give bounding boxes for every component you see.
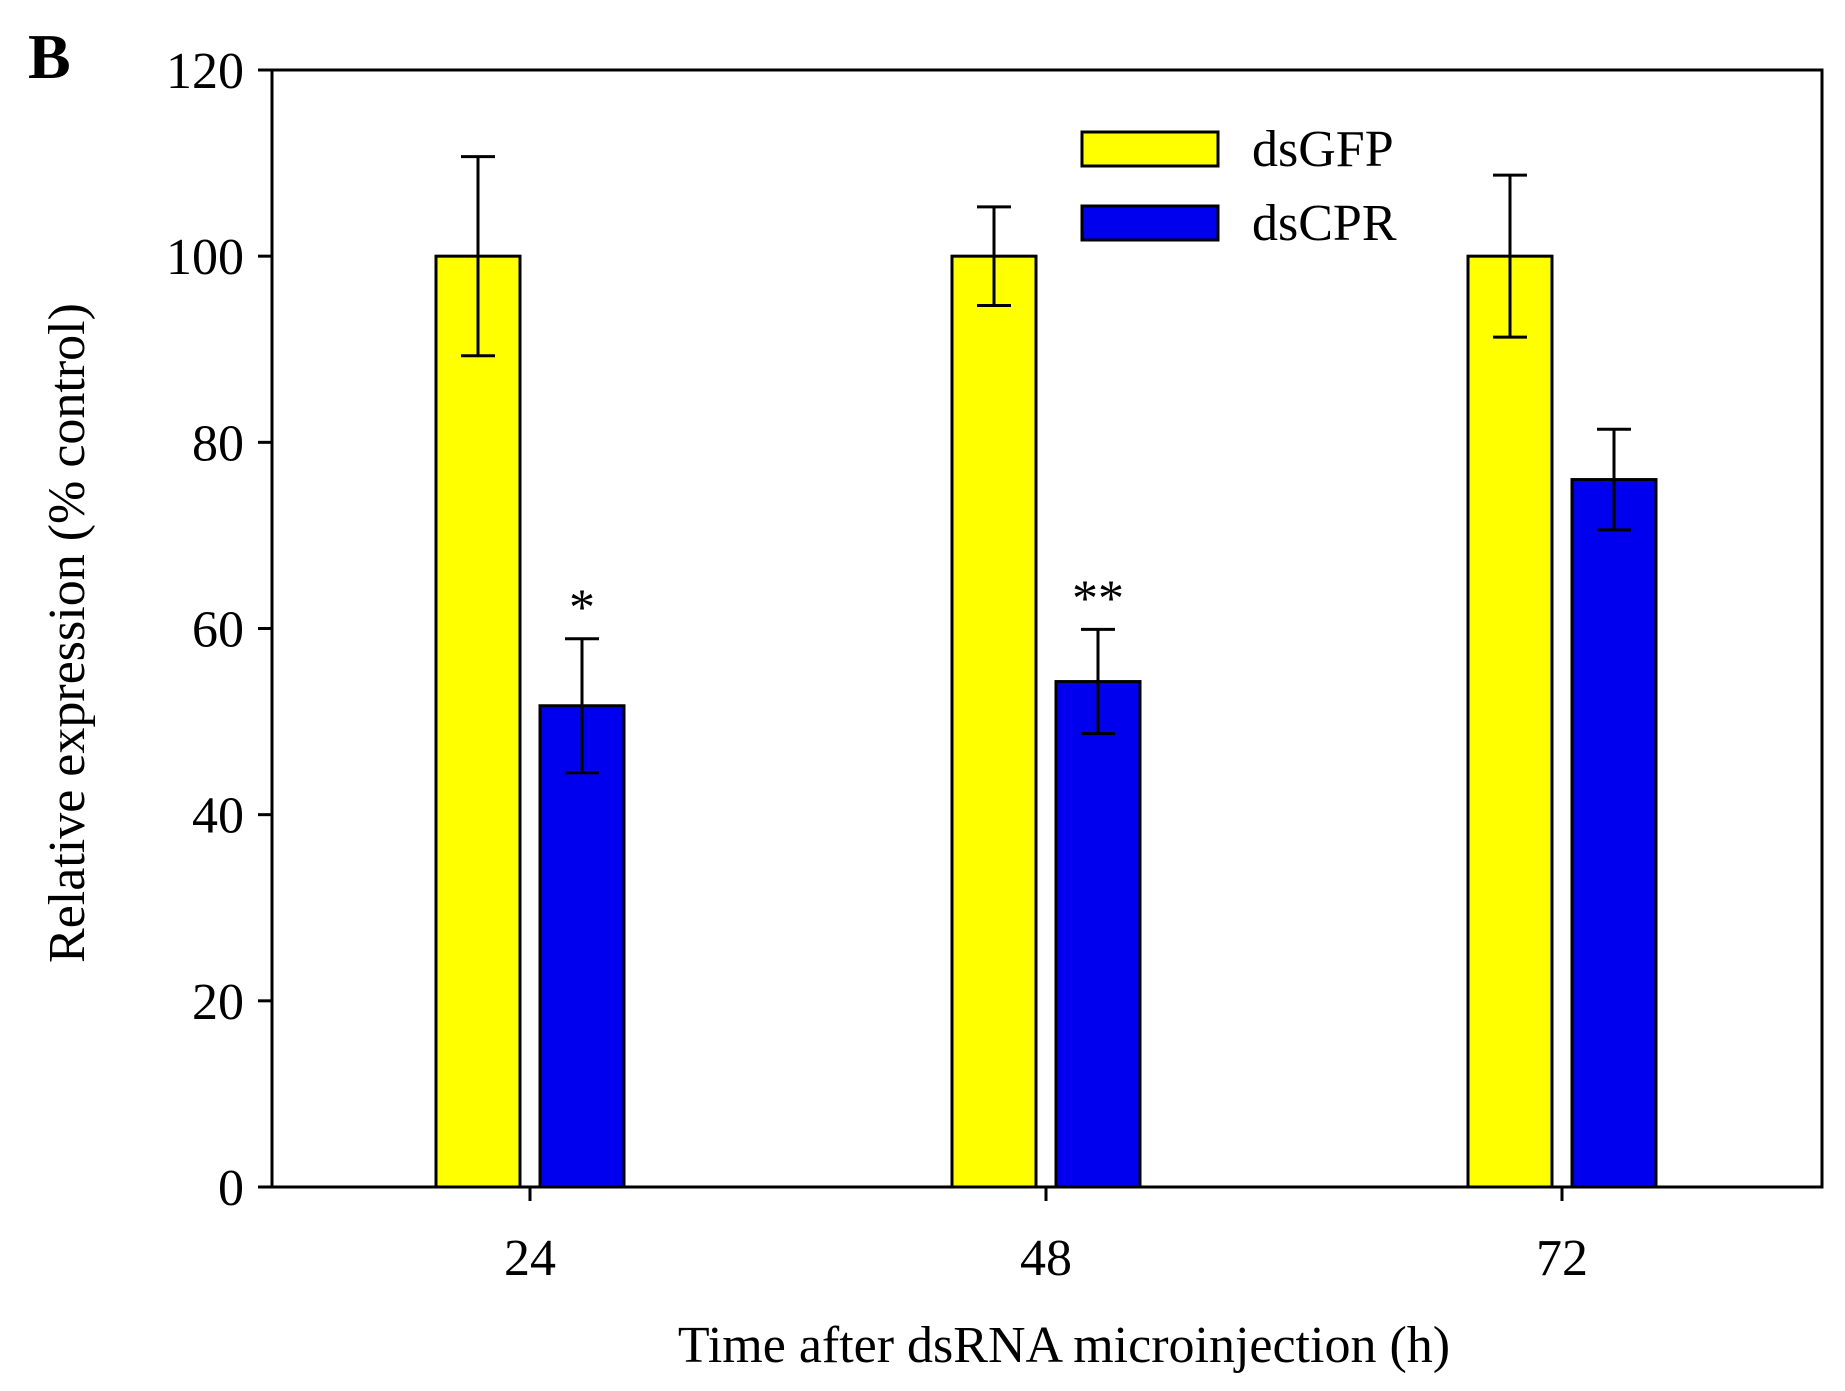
- legend-label-dsgfp: dsGFP: [1252, 121, 1394, 178]
- y-tick-label: 120: [166, 43, 244, 100]
- y-tick-label: 40: [192, 788, 244, 845]
- x-tick-label: 24: [504, 1230, 556, 1287]
- y-tick-label: 20: [192, 974, 244, 1031]
- significance-marker: *: [569, 580, 595, 637]
- significance-marker: **: [1072, 570, 1124, 627]
- y-tick-label: 0: [218, 1160, 244, 1217]
- y-tick-label: 60: [192, 602, 244, 659]
- y-tick-label: 80: [192, 415, 244, 472]
- legend-swatch-dsgfp: [1080, 130, 1220, 168]
- bar-dscpr-24: [538, 704, 626, 1189]
- legend: dsGFP dsCPR: [1080, 121, 1397, 252]
- x-tick-label: 72: [1536, 1230, 1588, 1287]
- bar-dsgfp-48: [950, 254, 1038, 1189]
- y-tick-label: 100: [166, 229, 244, 286]
- y-axis-title: Relative expression (% control): [39, 303, 96, 963]
- x-axis-title: Time after dsRNA microinjection (h): [678, 1317, 1450, 1374]
- bar-dsgfp-72: [1466, 254, 1554, 1189]
- x-tick-label: 48: [1020, 1230, 1072, 1287]
- legend-label-dscpr: dsCPR: [1252, 195, 1397, 252]
- bar-dscpr-72: [1570, 478, 1658, 1189]
- bar-dscpr-48: [1054, 680, 1142, 1189]
- legend-swatch-dscpr: [1080, 204, 1220, 242]
- panel-label: B: [28, 21, 71, 92]
- bar-dsgfp-24: [434, 254, 522, 1189]
